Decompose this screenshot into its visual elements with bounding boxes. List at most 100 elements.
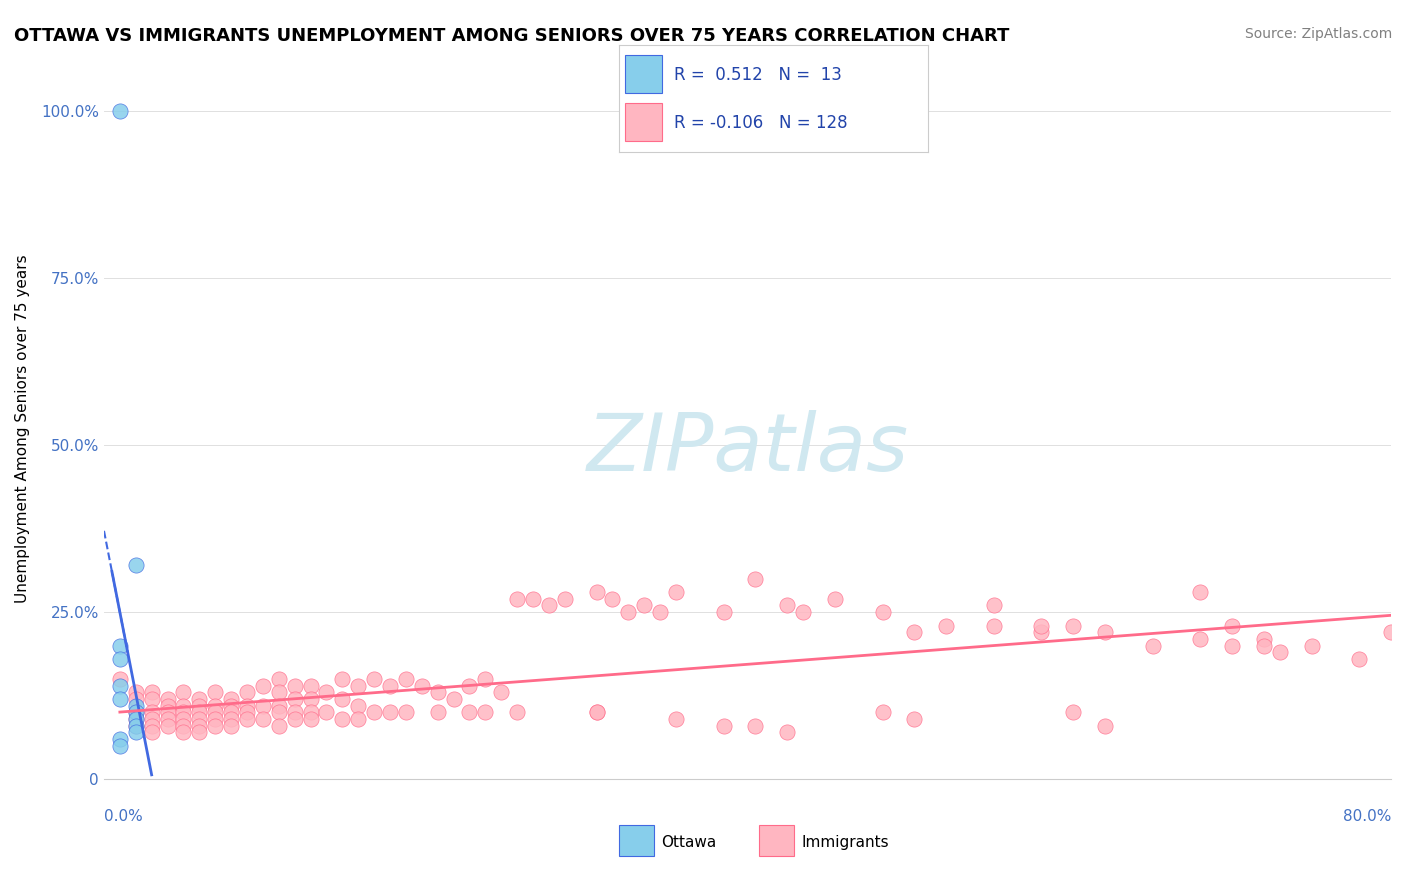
Point	[489, 685, 512, 699]
Point	[141, 712, 163, 726]
Point	[125, 712, 148, 726]
Point	[458, 706, 481, 720]
Point	[872, 605, 894, 619]
Point	[395, 706, 418, 720]
Point	[474, 706, 496, 720]
Point	[172, 719, 194, 733]
Point	[617, 605, 640, 619]
Point	[1062, 618, 1084, 632]
Point	[267, 685, 290, 699]
Text: 0.0%: 0.0%	[104, 809, 143, 824]
Point	[204, 685, 226, 699]
Point	[554, 591, 576, 606]
Point	[347, 679, 370, 693]
Point	[267, 706, 290, 720]
Point	[267, 672, 290, 686]
Point	[872, 706, 894, 720]
Point	[236, 706, 259, 720]
Point	[411, 679, 433, 693]
Point	[141, 725, 163, 739]
Point	[330, 672, 353, 686]
Point	[347, 698, 370, 713]
Point	[1062, 706, 1084, 720]
Point	[633, 599, 655, 613]
Point	[1189, 585, 1212, 599]
Point	[665, 712, 688, 726]
Point	[284, 712, 307, 726]
Point	[108, 103, 131, 118]
Point	[347, 712, 370, 726]
Point	[125, 712, 148, 726]
Point	[378, 706, 401, 720]
Point	[299, 692, 322, 706]
Point	[125, 685, 148, 699]
Point	[665, 585, 688, 599]
Point	[1189, 632, 1212, 646]
Point	[172, 685, 194, 699]
Point	[330, 712, 353, 726]
Point	[204, 719, 226, 733]
Point	[426, 685, 449, 699]
Point	[315, 685, 337, 699]
Point	[602, 591, 624, 606]
Point	[156, 712, 179, 726]
Point	[125, 558, 148, 573]
Text: ZIPatlas: ZIPatlas	[586, 410, 908, 489]
Point	[236, 712, 259, 726]
Point	[903, 712, 925, 726]
Point	[1379, 625, 1402, 640]
Point	[299, 706, 322, 720]
Point	[108, 639, 131, 653]
Point	[188, 698, 211, 713]
Point	[315, 706, 337, 720]
Point	[156, 706, 179, 720]
Point	[108, 679, 131, 693]
Point	[219, 712, 242, 726]
Point	[156, 719, 179, 733]
Point	[1301, 639, 1323, 653]
Point	[1253, 639, 1275, 653]
Text: Source: ZipAtlas.com: Source: ZipAtlas.com	[1244, 27, 1392, 41]
Point	[219, 706, 242, 720]
Point	[522, 591, 544, 606]
Point	[284, 706, 307, 720]
Point	[284, 692, 307, 706]
Text: Ottawa: Ottawa	[661, 836, 716, 850]
Text: R =  0.512   N =  13: R = 0.512 N = 13	[675, 66, 842, 84]
Point	[108, 652, 131, 666]
Point	[108, 692, 131, 706]
Point	[1142, 639, 1164, 653]
Point	[219, 698, 242, 713]
Point	[299, 679, 322, 693]
Point	[983, 618, 1005, 632]
Point	[252, 712, 274, 726]
Point	[204, 698, 226, 713]
Point	[267, 698, 290, 713]
Point	[1094, 625, 1116, 640]
Point	[236, 698, 259, 713]
Point	[792, 605, 814, 619]
Point	[824, 591, 846, 606]
Point	[443, 692, 465, 706]
Point	[458, 679, 481, 693]
Point	[219, 692, 242, 706]
Point	[188, 692, 211, 706]
Point	[188, 725, 211, 739]
Bar	[624, 55, 662, 93]
Point	[172, 698, 194, 713]
Point	[125, 706, 148, 720]
Point	[141, 706, 163, 720]
Point	[1220, 618, 1243, 632]
Point	[141, 692, 163, 706]
Point	[506, 591, 529, 606]
Point	[378, 679, 401, 693]
Point	[776, 599, 799, 613]
Text: Immigrants: Immigrants	[801, 836, 889, 850]
Point	[1031, 625, 1053, 640]
Point	[204, 712, 226, 726]
Point	[1348, 652, 1371, 666]
Point	[474, 672, 496, 686]
Point	[903, 625, 925, 640]
Point	[188, 719, 211, 733]
Point	[744, 719, 766, 733]
